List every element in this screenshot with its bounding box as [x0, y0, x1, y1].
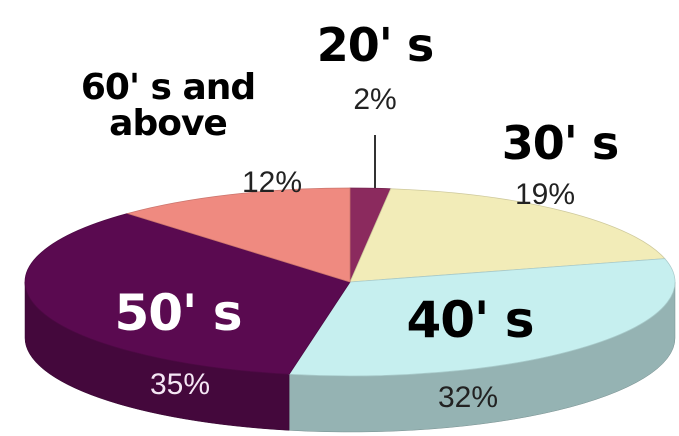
pie-tops [24, 187, 676, 377]
slice [349, 188, 666, 283]
value-label: 19% [514, 178, 576, 211]
slice-label: 50' s [114, 284, 242, 342]
value-label: 35% [149, 368, 211, 401]
value-label: 12% [241, 166, 303, 199]
slice-label: 40' s [406, 291, 534, 349]
slice [288, 258, 676, 377]
slice-label: 30' s [501, 116, 620, 170]
slice-label: 60' s and above [80, 67, 256, 144]
slice-label: 20' s [316, 18, 435, 72]
slice [126, 187, 351, 283]
value-label: 32% [437, 381, 499, 414]
slice [24, 213, 351, 375]
value-label: 2% [353, 83, 397, 116]
